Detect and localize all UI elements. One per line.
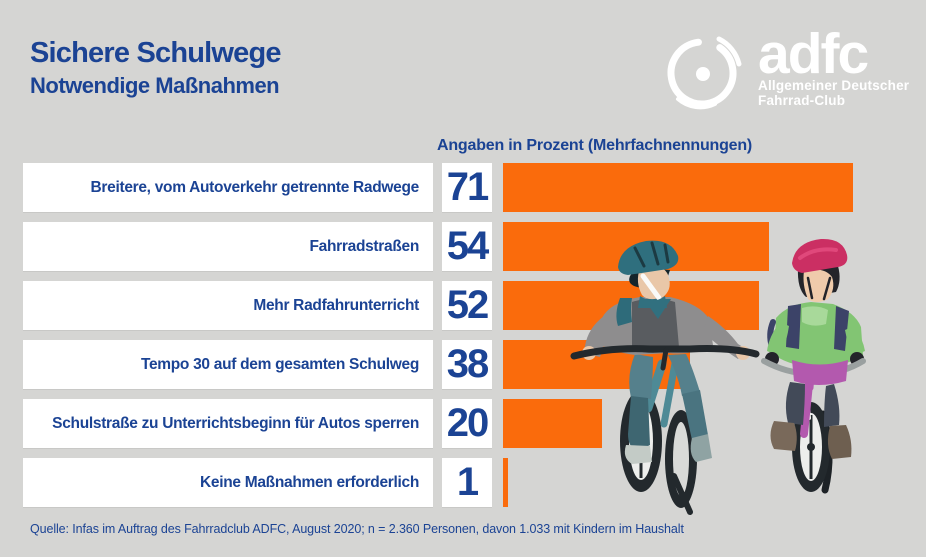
chart-row: Schulstraße zu Unterrichtsbeginn für Aut…	[23, 399, 853, 448]
chart-row: Keine Maßnahmen erforderlich 1	[23, 458, 853, 507]
chart-row: Fahrradstraßen 54	[23, 222, 853, 271]
bar-value: 52	[442, 281, 492, 330]
bar-value: 54	[442, 222, 492, 271]
axis-note: Angaben in Prozent (Mehrfachnennungen)	[437, 137, 753, 154]
bar	[503, 399, 602, 448]
logo-tagline-2: Fahrrad-Club	[758, 93, 846, 108]
logo-tagline-1: Allgemeiner Deutscher	[758, 78, 910, 93]
chart-row: Breitere, vom Autoverkehr getrennte Radw…	[23, 163, 853, 212]
source-note: Quelle: Infas im Auftrag des Fahrradclub…	[30, 522, 684, 536]
bar-value: 1	[442, 458, 492, 507]
bar	[503, 163, 853, 212]
bar-value: 71	[442, 163, 492, 212]
bar-label: Mehr Radfahrunterricht	[23, 281, 433, 330]
adfc-logo: adfc Allgemeiner Deutscher Fahrrad-Club	[658, 24, 909, 120]
bar-value: 20	[442, 399, 492, 448]
page-subtitle: Notwendige Maßnahmen	[30, 73, 280, 98]
bicycle-wheel-icon	[667, 36, 742, 110]
bar-label: Fahrradstraßen	[23, 222, 433, 271]
logo-brand: adfc	[758, 22, 869, 86]
children-cycling-illustration	[570, 238, 866, 515]
bar-label: Breitere, vom Autoverkehr getrennte Radw…	[23, 163, 433, 212]
bar-label: Keine Maßnahmen erforderlich	[23, 458, 433, 507]
page-title: Sichere Schulwege	[30, 37, 282, 69]
logo-text: adfc Allgemeiner Deutscher Fahrrad-Club	[758, 24, 909, 120]
bar	[503, 458, 508, 507]
bar-value: 38	[442, 340, 492, 389]
bar-label: Schulstraße zu Unterrichtsbeginn für Aut…	[23, 399, 433, 448]
bar-label: Tempo 30 auf dem gesamten Schulweg	[23, 340, 433, 389]
child-on-bike-left	[570, 240, 760, 515]
bar-chart: Breitere, vom Autoverkehr getrennte Radw…	[23, 163, 853, 517]
child-on-bike-right	[761, 238, 866, 494]
